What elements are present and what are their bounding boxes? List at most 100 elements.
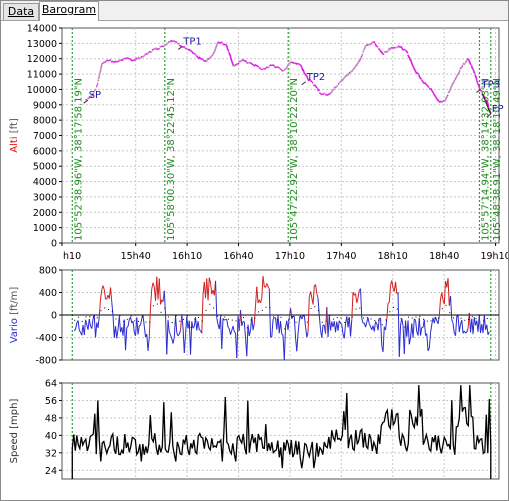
vario-segment — [312, 285, 315, 305]
vario-segment — [391, 280, 394, 289]
vario-segment — [143, 326, 147, 338]
altitude-segment — [458, 69, 461, 74]
altitude-segment — [412, 66, 416, 70]
vario-sample-dot — [186, 315, 188, 317]
vario-segment — [420, 327, 423, 336]
vario-segment — [341, 324, 344, 335]
altitude-segment — [114, 60, 117, 63]
altitude-segment — [213, 50, 216, 54]
altitude-segment — [288, 62, 291, 65]
altitude-segment — [198, 56, 202, 60]
y-tick-label: 1000 — [33, 223, 57, 234]
turnpoint-marker — [301, 81, 306, 86]
altitude-segment — [411, 63, 415, 68]
x-tick-label: h10 — [63, 251, 81, 262]
altitude-segment — [302, 68, 305, 74]
altitude-segment — [373, 41, 376, 44]
vario-sample-dot — [374, 319, 376, 321]
altitude-segment — [225, 44, 229, 50]
vario-sample-dot — [104, 307, 106, 309]
vario-sample-dot — [93, 316, 95, 318]
y-tick-label: 7000 — [33, 131, 57, 142]
altitude-segment — [197, 56, 200, 60]
vario-sample-dot — [168, 316, 170, 318]
y-tick-label: 14000 — [27, 24, 57, 35]
vario-segment — [78, 329, 81, 333]
vario-segment — [443, 280, 447, 305]
altitude-segment — [455, 75, 458, 79]
vario-segment — [224, 319, 226, 321]
vario-sample-dot — [378, 319, 380, 321]
vario-segment — [380, 317, 383, 346]
turnpoint-marker — [178, 46, 183, 50]
vario-segment — [306, 332, 309, 338]
tab-barogram[interactable]: Barogram — [39, 1, 99, 21]
vario-segment — [426, 333, 429, 351]
vario-segment — [373, 321, 377, 332]
altitude-segment — [456, 73, 459, 77]
altitude-segment — [318, 92, 321, 94]
vario-sample-dot — [149, 321, 151, 323]
altitude-segment — [486, 101, 489, 105]
altitude-segment — [450, 83, 454, 88]
vario-segment — [452, 323, 455, 334]
altitude-segment — [274, 66, 277, 69]
vario-segment — [365, 321, 368, 328]
altitude-segment — [249, 61, 252, 65]
altitude-segment — [446, 94, 449, 97]
vario-segment — [130, 317, 133, 324]
vario-segment — [297, 320, 300, 334]
vario-segment — [435, 316, 438, 321]
altitude-segment — [368, 42, 372, 46]
vario-segment — [73, 329, 76, 332]
vario-segment — [316, 292, 319, 299]
vario-sample-dot — [115, 318, 117, 320]
turnpoint-marker — [486, 113, 492, 118]
vario-sample-dot — [96, 317, 98, 319]
vario-segment — [468, 312, 472, 333]
x-tick-label: 19h10 — [480, 251, 508, 262]
vario-segment — [85, 319, 88, 325]
vario-segment — [241, 321, 244, 326]
plot-frame-speed — [61, 382, 500, 480]
vario-segment — [367, 317, 370, 324]
altitude-segment — [386, 50, 389, 53]
vario-sample-dot — [396, 308, 398, 310]
tab-data[interactable]: Data — [3, 3, 39, 20]
vario-sample-dot — [179, 320, 181, 322]
altitude-segment — [282, 69, 285, 72]
vario-sample-dot — [329, 315, 331, 317]
vario-sample-dot — [216, 315, 218, 317]
x-tick-label: 17h40 — [326, 251, 356, 262]
altitude-segment — [289, 61, 292, 64]
vario-segment — [88, 318, 92, 327]
altitude-segment — [472, 69, 475, 73]
vario-segment — [301, 315, 304, 320]
vario-segment — [260, 298, 263, 304]
vario-segment — [472, 317, 475, 335]
vario-segment — [461, 320, 464, 334]
altitude-segment — [398, 45, 402, 49]
altitude-segment — [380, 50, 384, 55]
vario-segment — [103, 289, 107, 300]
vario-segment — [272, 317, 275, 320]
y-tick-label: 4000 — [33, 177, 57, 188]
vario-sample-dot — [175, 315, 177, 317]
vario-sample-dot — [194, 318, 196, 320]
vario-sample-dot — [145, 321, 147, 323]
altitude-segment — [341, 78, 345, 82]
turnpoint-label: TP2 — [306, 72, 326, 83]
vario-segment — [251, 316, 254, 331]
barogram-charts[interactable]: 0100020003000400050006000700080009000100… — [2, 21, 508, 500]
altitude-segment — [362, 50, 365, 53]
altitude-segment — [465, 58, 468, 63]
y-tick-label: 56 — [45, 396, 57, 407]
vario-segment — [277, 315, 280, 334]
vario-sample-dot — [284, 328, 286, 330]
altitude-segment — [364, 44, 368, 47]
vario-segment — [208, 277, 212, 284]
altitude-segment — [149, 50, 153, 54]
vario-sample-dot — [89, 316, 91, 318]
altitude-segment — [223, 43, 226, 46]
vario-segment — [152, 282, 155, 288]
